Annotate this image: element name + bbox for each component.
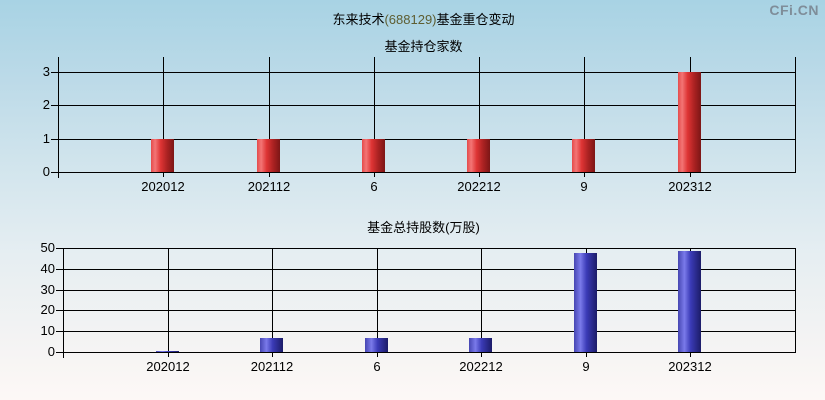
x-axis-label-202312: 202312 <box>668 359 712 374</box>
y-axis-label-0: 0 <box>47 344 55 359</box>
x-tick-202012 <box>168 352 169 357</box>
y-tick-20 <box>56 310 63 311</box>
y-axis-label-3: 3 <box>42 64 50 79</box>
x-tick-202112 <box>269 172 270 177</box>
fund-shares-chart-title: 基金总持股数(万股) <box>367 220 480 235</box>
gridline-x-202112 <box>272 248 273 352</box>
stock-code: (688129) <box>384 12 437 27</box>
x-tick-202212 <box>481 352 482 357</box>
page-title: 东来技术(688129)基金重仓变动 <box>22 9 825 28</box>
y-axis-label-2: 2 <box>42 97 50 112</box>
y-tick-0 <box>56 352 63 353</box>
y-axis-label-40: 40 <box>40 261 55 276</box>
plot-right-border <box>795 248 796 352</box>
y-tick-10 <box>56 331 63 332</box>
x-axis-label-9: 9 <box>582 359 590 374</box>
fund-shares-plot-area: 0 10 20 30 40 50 202012 202112 6 202212 9 202312 <box>41 240 796 374</box>
y-axis-label-10: 10 <box>40 323 55 338</box>
gridline-y-10 <box>63 331 795 332</box>
gridline-x-6 <box>377 248 378 352</box>
y-tick-1 <box>51 139 58 140</box>
y-tick-2 <box>51 105 58 106</box>
y-axis-label-1: 1 <box>42 131 50 146</box>
x-axis-label-6: 6 <box>370 179 378 194</box>
y-tick-50 <box>56 248 63 249</box>
bar-202312 <box>678 251 701 352</box>
plot-right-border <box>795 57 796 172</box>
x-tick-6 <box>374 172 375 177</box>
bar-9 <box>574 253 597 352</box>
x-tick-202312 <box>690 172 691 177</box>
gridline-y-3 <box>58 72 795 73</box>
bar-202112 <box>257 139 280 172</box>
y-axis-label-50: 50 <box>40 240 55 255</box>
y-tick-30 <box>56 290 63 291</box>
page-title-suffix: 基金重仓变动 <box>436 12 515 27</box>
y-axis-label-30: 30 <box>40 282 55 297</box>
bar-202012 <box>156 351 179 352</box>
bar-202212 <box>467 139 490 172</box>
x-tick-202012 <box>163 172 164 177</box>
x-tick-9 <box>584 172 585 177</box>
x-tick-202112 <box>272 352 273 357</box>
x-axis-label-202012: 202012 <box>146 359 190 374</box>
y-axis-line <box>58 57 59 178</box>
x-tick-9 <box>586 352 587 357</box>
fund-holders-plot-area: 0 1 2 3 202012 202112 6 202212 9 202312 <box>43 57 796 194</box>
y-axis-label-0: 0 <box>42 164 50 179</box>
bar-202112 <box>260 338 283 352</box>
gridline-x-202112 <box>269 57 270 172</box>
x-axis-label-202312: 202312 <box>668 179 712 194</box>
gridline-y-50 <box>63 248 795 249</box>
gridline-y-2 <box>58 105 795 106</box>
bar-6 <box>362 139 385 172</box>
fund-holders-chart-title: 基金持仓家数 <box>384 39 463 54</box>
bar-202212 <box>469 338 492 352</box>
gridline-x-202212 <box>479 57 480 172</box>
y-axis-line <box>63 248 64 358</box>
bar-202012 <box>151 139 174 172</box>
x-axis-line <box>58 172 796 173</box>
y-axis-label-20: 20 <box>40 302 55 317</box>
gridline-x-202212 <box>481 248 482 352</box>
x-axis-line <box>63 352 796 353</box>
bar-6 <box>365 338 388 352</box>
gridline-y-30 <box>63 290 795 291</box>
x-axis-label-202112: 202112 <box>247 179 291 194</box>
gridline-y-1 <box>58 139 795 140</box>
x-axis-label-202212: 202212 <box>459 359 503 374</box>
x-tick-6 <box>377 352 378 357</box>
x-axis-label-202112: 202112 <box>250 359 294 374</box>
gridline-y-20 <box>63 310 795 311</box>
gridline-y-40 <box>63 269 795 270</box>
gridline-x-9 <box>584 57 585 172</box>
gridline-x-202012 <box>163 57 164 172</box>
gridline-x-202012 <box>168 248 169 352</box>
y-tick-40 <box>56 269 63 270</box>
cfi-cn-logo: CFi.CN <box>769 2 819 18</box>
x-axis-label-202212: 202212 <box>457 179 501 194</box>
x-axis-label-9: 9 <box>580 179 588 194</box>
bar-202312 <box>678 72 701 172</box>
y-tick-0 <box>51 172 58 173</box>
gridline-x-6 <box>374 57 375 172</box>
bar-9 <box>572 139 595 172</box>
x-axis-label-202012: 202012 <box>141 179 185 194</box>
x-axis-label-6: 6 <box>373 359 381 374</box>
page-title-prefix: 东来技术 <box>332 12 385 27</box>
y-tick-3 <box>51 72 58 73</box>
x-tick-202312 <box>690 352 691 357</box>
x-tick-202212 <box>479 172 480 177</box>
